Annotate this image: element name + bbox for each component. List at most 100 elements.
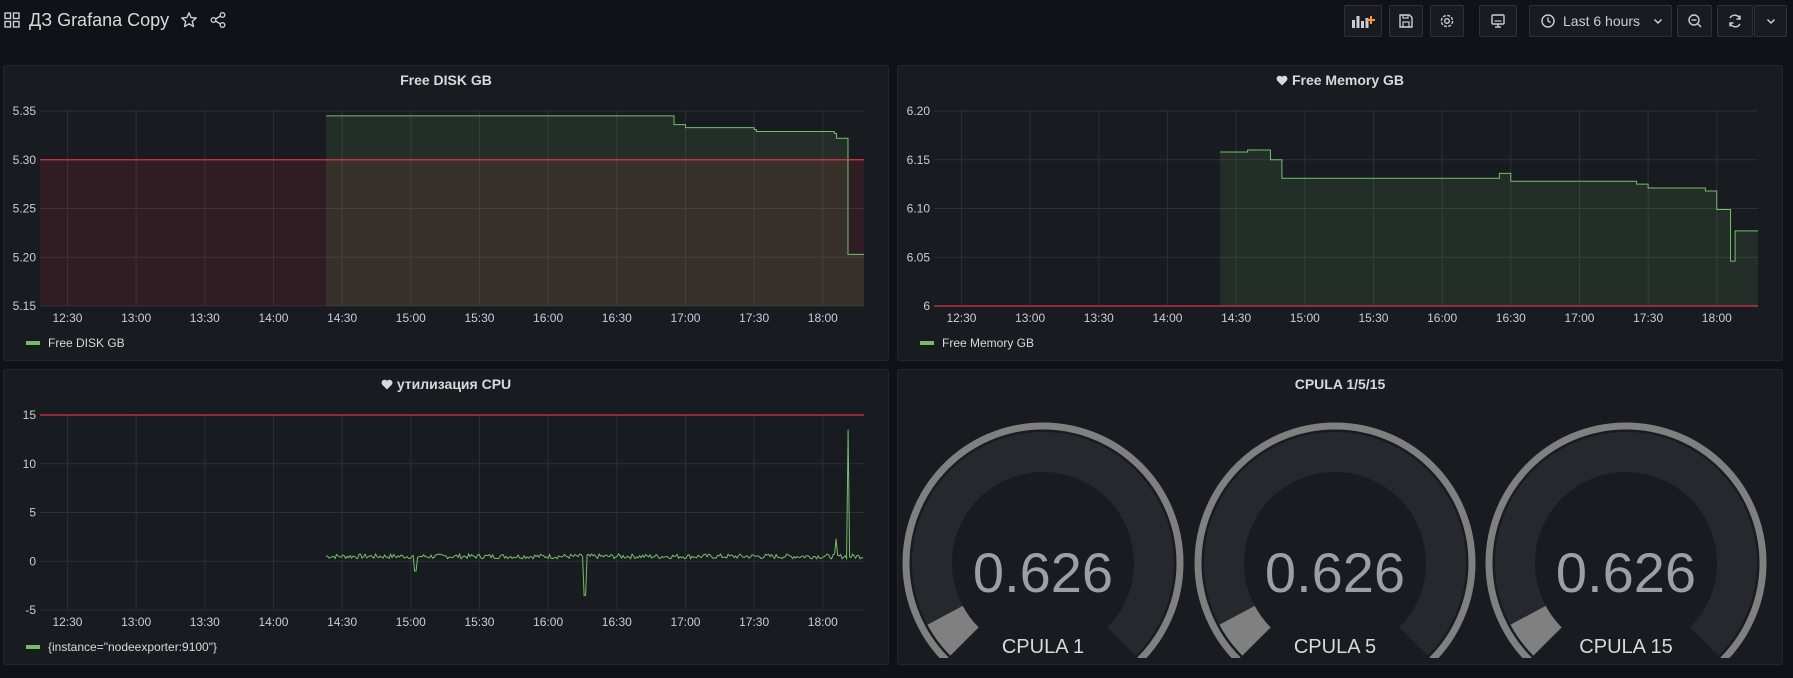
- y-tick-label: 5.25: [13, 202, 37, 216]
- gauge-track: [1204, 432, 1466, 656]
- x-tick-label: 15:00: [396, 311, 426, 325]
- gauge-track: [912, 432, 1174, 656]
- gauge-value: 0.626: [1555, 541, 1697, 604]
- x-tick-label: 17:30: [739, 311, 769, 325]
- x-tick-label: 17:00: [670, 615, 700, 629]
- gauge-cpula-15: 0.626 CPULA 15: [1481, 418, 1771, 663]
- y-tick-label: 5.15: [13, 299, 37, 313]
- x-tick-label: 13:00: [121, 311, 151, 325]
- y-tick-label: 15: [23, 408, 37, 422]
- x-tick-label: 15:00: [1290, 311, 1320, 325]
- heart-icon: [381, 379, 393, 390]
- panel-free-disk[interactable]: Free DISK GB 5.35 5.30 5.25 5.20 5.15 12:30 13…: [3, 65, 889, 361]
- x-tick-label: 14:30: [1221, 311, 1251, 325]
- x-tick-label: 13:30: [190, 615, 220, 629]
- legend-swatch: [26, 341, 40, 345]
- star-icon[interactable]: [180, 11, 198, 29]
- x-tick-label: 16:30: [602, 311, 632, 325]
- gauge-fill: [1219, 605, 1272, 656]
- chevron-down-icon: [1654, 18, 1663, 25]
- panel-free-memory[interactable]: Free Memory GB 6.20 6.15 6.10 6.05 6 12:30 13:…: [897, 65, 1783, 361]
- x-tick-label: 13:30: [190, 311, 220, 325]
- chevron-down-icon: [1766, 18, 1775, 25]
- gauge-outer-ring: [1194, 422, 1476, 663]
- refresh-icon: [1729, 14, 1741, 28]
- memory-chart[interactable]: 6.20 6.15 6.10 6.05 6 12:30 13:00 13:30 14:00 14:…: [898, 66, 1784, 362]
- zoom-out-button[interactable]: [1677, 5, 1712, 37]
- cpu-chart[interactable]: 15 10 5 0 -5 12:30 13:00 13:30 14:00 14:30 15:00 15…: [4, 370, 890, 666]
- save-dashboard-button[interactable]: [1389, 5, 1423, 37]
- legend-item[interactable]: Free Memory GB: [920, 336, 1034, 350]
- disk-chart[interactable]: 5.35 5.30 5.25 5.20 5.15 12:30 13:00 13:30 14:00…: [4, 66, 890, 362]
- apps-grid-icon[interactable]: [4, 12, 20, 28]
- x-tick-label: 17:30: [1633, 311, 1663, 325]
- time-range-picker[interactable]: Last 6 hours: [1529, 5, 1672, 37]
- series-line: [326, 429, 864, 596]
- gauge-label: CPULA 15: [1579, 636, 1673, 658]
- legend-item[interactable]: {instance="nodeexporter:9100"}: [26, 640, 217, 654]
- zoom-out-icon: [1687, 14, 1702, 28]
- gauge-arc: [902, 422, 1184, 663]
- gauge-arc: [1485, 422, 1767, 663]
- gauge-track: [1495, 432, 1757, 656]
- gauge-cpula-1: 0.626 CPULA 1: [898, 418, 1188, 663]
- dashboard-header: ДЗ Grafana Copy: [0, 0, 1793, 42]
- y-tick-label: 6.15: [907, 153, 931, 167]
- x-tick-label: 16:00: [533, 615, 563, 629]
- x-tick-label: 14:30: [327, 311, 357, 325]
- panel-title-wrap[interactable]: утилизация CPU: [4, 376, 888, 392]
- panel-cpu-utilization[interactable]: утилизация CPU 15 10 5 0 -5 12:30 13:00 13:30 14…: [3, 369, 889, 665]
- x-tick-label: 13:00: [121, 615, 151, 629]
- x-tick-label: 16:00: [533, 311, 563, 325]
- legend-item[interactable]: Free DISK GB: [26, 336, 125, 350]
- x-tick-label: 12:30: [52, 615, 82, 629]
- dashboard-settings-button[interactable]: [1430, 5, 1464, 37]
- gauge-fill: [1510, 605, 1563, 656]
- legend-label: Free Memory GB: [942, 336, 1035, 350]
- x-tick-label: 18:00: [1702, 311, 1732, 325]
- gauge-label: CPULA 5: [1293, 636, 1377, 658]
- y-tick-label: 5: [29, 506, 36, 520]
- y-tick-label: 0: [29, 554, 36, 568]
- gauge-value: 0.626: [1264, 541, 1406, 604]
- legend-swatch: [26, 645, 40, 649]
- x-tick-label: 16:30: [602, 615, 632, 629]
- heart-icon: [1276, 75, 1288, 86]
- panel-title[interactable]: CPULA 1/5/15: [1294, 376, 1386, 392]
- x-tick-label: 17:00: [670, 311, 700, 325]
- panel-title: Free Memory GB: [1291, 72, 1405, 88]
- panel-title: утилизация CPU: [396, 376, 512, 392]
- tv-mode-icon: [1491, 14, 1505, 28]
- tv-mode-button[interactable]: [1479, 5, 1517, 37]
- legend-label: {instance="nodeexporter:9100"}: [48, 640, 217, 654]
- series-area: [326, 115, 865, 306]
- clock-icon: [1541, 14, 1555, 28]
- settings-icon: [1440, 14, 1454, 28]
- dashboard-title[interactable]: ДЗ Grafana Copy: [29, 10, 170, 30]
- y-tick-label: -5: [25, 603, 36, 617]
- refresh-button[interactable]: [1717, 5, 1753, 37]
- x-tick-label: 14:00: [258, 311, 288, 325]
- y-tick-label: 6.10: [907, 202, 931, 216]
- gauge-label: CPULA 1: [1001, 636, 1085, 658]
- add-panel-icon: [1352, 16, 1375, 28]
- x-tick-label: 15:30: [464, 615, 494, 629]
- refresh-interval-dropdown[interactable]: [1754, 5, 1787, 37]
- panel-cpula[interactable]: CPULA 1/5/15 0.626 CPULA 1 0.626 CPULA 5…: [897, 369, 1783, 665]
- panel-title[interactable]: Free DISK GB: [400, 72, 492, 88]
- x-tick-label: 18:00: [808, 615, 838, 629]
- add-panel-button[interactable]: [1344, 5, 1382, 37]
- x-tick-label: 17:30: [739, 615, 769, 629]
- save-icon: [1399, 14, 1413, 28]
- panel-title-wrap[interactable]: Free Memory GB: [898, 72, 1782, 88]
- share-icon[interactable]: [209, 11, 227, 29]
- gauge-outer-ring: [902, 422, 1184, 663]
- legend-label: Free DISK GB: [48, 336, 125, 350]
- y-tick-label: 6: [923, 299, 930, 313]
- x-tick-label: 18:00: [808, 311, 838, 325]
- series-line: [326, 115, 864, 255]
- gauge-value: 0.626: [972, 541, 1114, 604]
- series-area: [1220, 150, 1758, 306]
- x-tick-label: 16:00: [1427, 311, 1457, 325]
- x-tick-label: 12:30: [946, 311, 976, 325]
